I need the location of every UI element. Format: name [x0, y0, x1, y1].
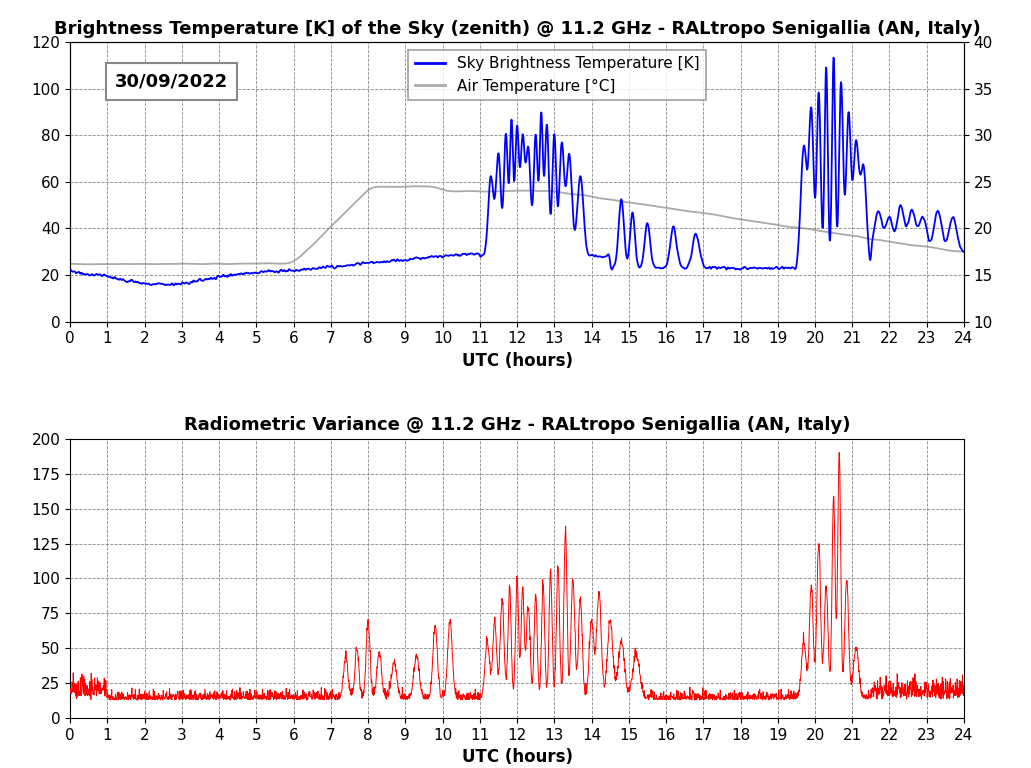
Title: Radiometric Variance @ 11.2 GHz - RALtropo Senigallia (AN, Italy): Radiometric Variance @ 11.2 GHz - RALtro…: [184, 416, 851, 435]
Legend: Sky Brightness Temperature [K], Air Temperature [°C]: Sky Brightness Temperature [K], Air Temp…: [408, 50, 706, 100]
X-axis label: UTC (hours): UTC (hours): [462, 352, 572, 369]
Title: Brightness Temperature [K] of the Sky (zenith) @ 11.2 GHz - RALtropo Senigallia : Brightness Temperature [K] of the Sky (z…: [54, 20, 980, 38]
Text: 30/09/2022: 30/09/2022: [114, 72, 228, 91]
X-axis label: UTC (hours): UTC (hours): [462, 748, 572, 766]
